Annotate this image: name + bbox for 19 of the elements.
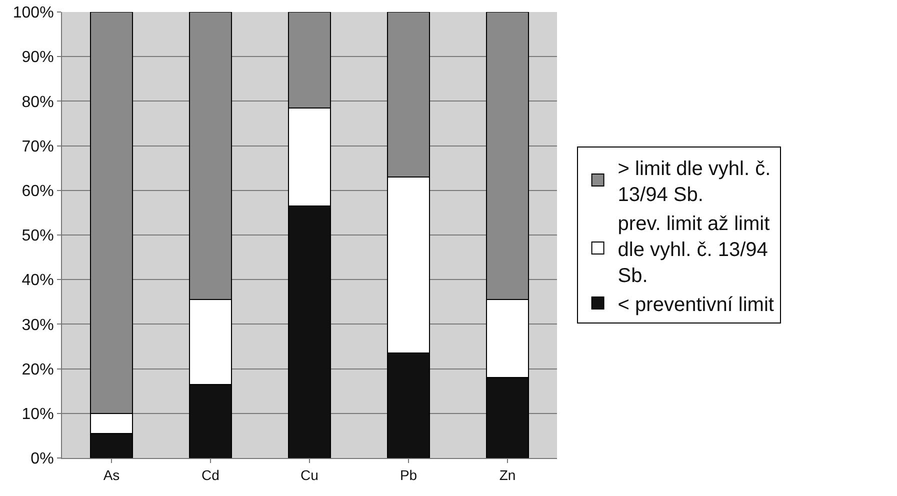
- y-tick-label: 40%: [22, 272, 54, 290]
- y-tick-label: 30%: [22, 316, 54, 334]
- y-tick-label: 60%: [22, 183, 54, 200]
- x-tick-label: Cu: [300, 466, 318, 483]
- y-tick-label: 50%: [22, 228, 54, 245]
- y-tick-label: 100%: [12, 4, 54, 22]
- legend-label: < preventivní limit: [618, 294, 774, 316]
- x-tick-label: Zn: [499, 466, 516, 483]
- y-tick-label: 70%: [22, 138, 54, 156]
- y-tick-label: 10%: [22, 406, 54, 423]
- x-tick-label: Cd: [202, 466, 220, 483]
- y-tick-label: 0%: [30, 450, 54, 468]
- x-tick-label: As: [103, 466, 120, 483]
- x-tick-label: Pb: [400, 466, 418, 483]
- legend-label: > limit dle vyhl. č. 13/94 Sb.: [618, 158, 771, 206]
- y-tick-label: 20%: [22, 361, 54, 378]
- legend-label: prev. limit až limit dle vyhl. č. 13/94 Sb.: [618, 212, 770, 287]
- y-tick-label: 90%: [22, 49, 54, 66]
- y-tick-label: 80%: [22, 94, 54, 111]
